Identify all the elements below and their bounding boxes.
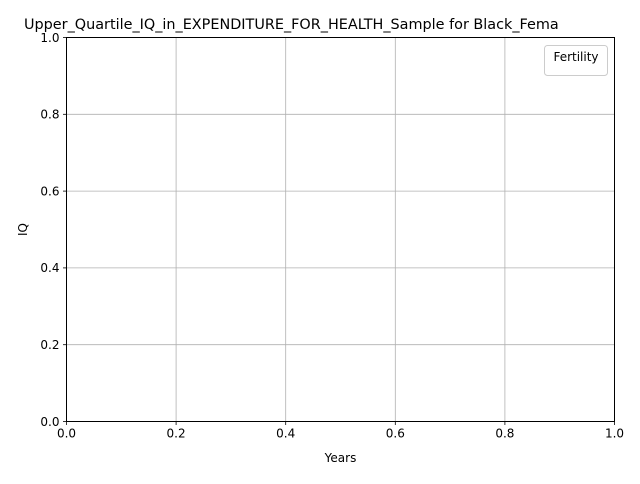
y-tick-label: 0.0 — [40, 415, 59, 429]
legend-title: Fertility — [553, 50, 598, 64]
y-tick-label: 1.0 — [40, 31, 59, 45]
x-axis-label: Years — [324, 451, 357, 465]
y-tick-label: 0.4 — [40, 261, 59, 275]
x-axis-ticks: 0.0 0.2 0.4 0.6 0.8 1.0 — [57, 421, 624, 441]
chart-title: Upper_Quartile_IQ_in_EXPENDITURE_FOR_HEA… — [24, 17, 559, 33]
y-axis-ticks: 0.0 0.2 0.4 0.6 0.8 1.0 — [40, 31, 67, 429]
x-tick-label: 0.6 — [386, 427, 405, 441]
x-tick-label: 0.0 — [57, 427, 76, 441]
x-tick-label: 0.4 — [276, 427, 295, 441]
plot-area-frame — [66, 37, 615, 422]
y-tick-label: 0.6 — [40, 184, 59, 198]
x-tick-label: 0.8 — [495, 427, 514, 441]
x-tick-label: 1.0 — [605, 427, 624, 441]
legend-box — [544, 45, 608, 76]
grid-lines — [66, 37, 615, 422]
y-tick-label: 0.2 — [40, 338, 59, 352]
x-tick-label: 0.2 — [167, 427, 186, 441]
legend: Fertility — [544, 45, 608, 76]
y-tick-label: 0.8 — [40, 108, 59, 122]
y-axis-label: IQ — [16, 223, 30, 236]
